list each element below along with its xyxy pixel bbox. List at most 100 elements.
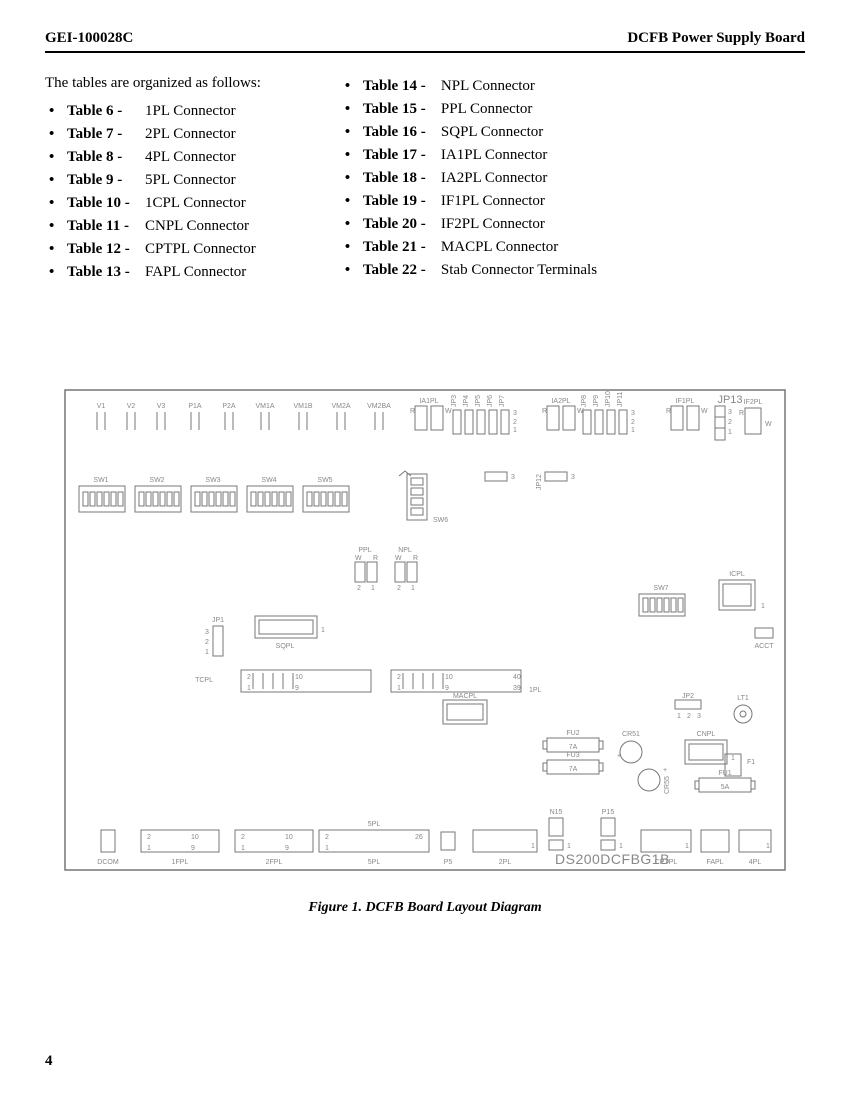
page-number: 4 bbox=[45, 1053, 53, 1070]
svg-text:1: 1 bbox=[321, 627, 325, 634]
svg-text:SW4: SW4 bbox=[261, 477, 276, 484]
svg-text:2: 2 bbox=[357, 585, 361, 592]
svg-text:10: 10 bbox=[191, 834, 199, 841]
svg-text:2: 2 bbox=[397, 585, 401, 592]
svg-text:1: 1 bbox=[397, 685, 401, 692]
svg-text:1: 1 bbox=[619, 843, 623, 850]
svg-text:1PL: 1PL bbox=[529, 687, 542, 694]
svg-text:W: W bbox=[355, 555, 362, 562]
svg-text:10: 10 bbox=[295, 674, 303, 681]
svg-text:+: + bbox=[663, 767, 667, 774]
svg-text:1FPL: 1FPL bbox=[172, 859, 189, 866]
svg-text:1: 1 bbox=[631, 427, 635, 434]
svg-text:N15: N15 bbox=[550, 809, 563, 816]
svg-text:NPL: NPL bbox=[398, 547, 412, 554]
doc-title: DCFB Power Supply Board bbox=[627, 30, 805, 47]
svg-text:1: 1 bbox=[728, 429, 732, 436]
svg-text:FU2: FU2 bbox=[566, 730, 579, 737]
table-list-item: Table 13 -FAPL Connector bbox=[49, 261, 261, 284]
svg-text:1: 1 bbox=[513, 427, 517, 434]
svg-text:R: R bbox=[666, 408, 671, 415]
svg-text:LT1: LT1 bbox=[737, 695, 749, 702]
svg-text:P5: P5 bbox=[444, 859, 453, 866]
table-list-item: Table 20 -IF2PL Connector bbox=[345, 213, 597, 236]
svg-text:TCPL: TCPL bbox=[195, 677, 213, 684]
svg-text:FU3: FU3 bbox=[566, 752, 579, 759]
svg-text:40: 40 bbox=[513, 674, 521, 681]
svg-text:2: 2 bbox=[205, 639, 209, 646]
svg-text:FAPL: FAPL bbox=[706, 859, 723, 866]
svg-text:DCOM: DCOM bbox=[97, 859, 119, 866]
svg-text:SW5: SW5 bbox=[317, 477, 332, 484]
svg-text:W: W bbox=[765, 421, 772, 428]
svg-text:IA1PL: IA1PL bbox=[419, 398, 438, 405]
table-list-item: Table 19 -IF1PL Connector bbox=[345, 190, 597, 213]
board-layout-diagram: V1V2V3P1AP2AVM1AVM1BVM2AVM2BAIA1PLRWIA2P… bbox=[55, 380, 795, 880]
svg-text:1: 1 bbox=[247, 685, 251, 692]
svg-text:R: R bbox=[410, 408, 415, 415]
svg-text:CR51: CR51 bbox=[622, 731, 640, 738]
table-list-right: Table 14 -NPL ConnectorTable 15 -PPL Con… bbox=[341, 75, 597, 282]
table-list-left: Table 6 -1PL ConnectorTable 7 -2PL Conne… bbox=[45, 100, 261, 284]
svg-text:R: R bbox=[373, 555, 378, 562]
svg-text:1: 1 bbox=[766, 843, 770, 850]
intro-text: The tables are organized as follows: bbox=[45, 75, 261, 92]
table-list-item: Table 14 -NPL Connector bbox=[345, 75, 597, 98]
svg-text:SQPL: SQPL bbox=[276, 643, 295, 650]
svg-text:2: 2 bbox=[247, 674, 251, 681]
svg-text:3: 3 bbox=[511, 474, 515, 481]
table-list-item: Table 7 -2PL Connector bbox=[49, 123, 261, 146]
svg-text:3: 3 bbox=[728, 409, 732, 416]
svg-text:1: 1 bbox=[241, 845, 245, 852]
svg-text:JP1: JP1 bbox=[212, 617, 224, 624]
svg-text:SW6: SW6 bbox=[433, 517, 448, 524]
svg-text:5A: 5A bbox=[721, 784, 730, 791]
svg-text:VM2BA: VM2BA bbox=[367, 403, 391, 410]
svg-text:2PL: 2PL bbox=[499, 859, 512, 866]
table-list-item: Table 6 -1PL Connector bbox=[49, 100, 261, 123]
svg-text:1: 1 bbox=[371, 585, 375, 592]
svg-text:2FPL: 2FPL bbox=[266, 859, 283, 866]
doc-id: GEI-100028C bbox=[45, 30, 133, 47]
svg-text:W: W bbox=[395, 555, 402, 562]
svg-text:IA2PL: IA2PL bbox=[551, 398, 570, 405]
svg-text:3: 3 bbox=[205, 629, 209, 636]
svg-text:JP13: JP13 bbox=[717, 394, 742, 406]
svg-text:ICPL: ICPL bbox=[729, 571, 745, 578]
svg-text:2: 2 bbox=[513, 419, 517, 426]
svg-text:W: W bbox=[701, 408, 708, 415]
svg-text:4PL: 4PL bbox=[749, 859, 762, 866]
svg-text:VM1B: VM1B bbox=[293, 403, 312, 410]
svg-text:2: 2 bbox=[687, 713, 691, 720]
svg-text:2: 2 bbox=[397, 674, 401, 681]
svg-text:9: 9 bbox=[285, 845, 289, 852]
svg-text:SW2: SW2 bbox=[149, 477, 164, 484]
svg-text:1: 1 bbox=[685, 843, 689, 850]
svg-text:10: 10 bbox=[285, 834, 293, 841]
svg-text:3: 3 bbox=[571, 474, 575, 481]
table-list-item: Table 11 -CNPL Connector bbox=[49, 215, 261, 238]
svg-text:2: 2 bbox=[728, 419, 732, 426]
svg-text:1: 1 bbox=[677, 713, 681, 720]
svg-text:CNPL: CNPL bbox=[697, 731, 716, 738]
table-list-item: Table 17 -IA1PL Connector bbox=[345, 144, 597, 167]
svg-text:VM1A: VM1A bbox=[255, 403, 274, 410]
table-list-item: Table 18 -IA2PL Connector bbox=[345, 167, 597, 190]
svg-text:10: 10 bbox=[445, 674, 453, 681]
svg-text:ACCT: ACCT bbox=[754, 643, 774, 650]
svg-text:1: 1 bbox=[205, 649, 209, 656]
svg-text:1: 1 bbox=[731, 755, 735, 762]
figure: V1V2V3P1AP2AVM1AVM1BVM2AVM2BAIA1PLRWIA2P… bbox=[45, 380, 805, 916]
svg-text:5PL: 5PL bbox=[368, 821, 381, 828]
svg-text:R: R bbox=[739, 410, 744, 417]
table-list-item: Table 21 -MACPL Connector bbox=[345, 236, 597, 259]
svg-text:2: 2 bbox=[325, 834, 329, 841]
table-list-item: Table 9 -5PL Connector bbox=[49, 169, 261, 192]
table-list-columns: The tables are organized as follows: Tab… bbox=[45, 75, 805, 284]
svg-text:W: W bbox=[445, 408, 452, 415]
table-list-item: Table 12 -CPTPL Connector bbox=[49, 238, 261, 261]
svg-text:JP9: JP9 bbox=[593, 395, 600, 407]
svg-text:P2A: P2A bbox=[222, 403, 236, 410]
svg-text:IF2PL: IF2PL bbox=[744, 399, 763, 406]
svg-text:JP11: JP11 bbox=[617, 391, 624, 407]
